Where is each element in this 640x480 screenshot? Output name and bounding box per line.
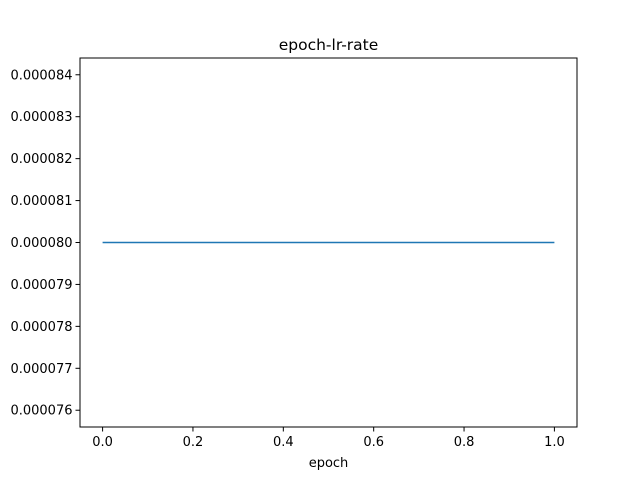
y-tick-label: 0.000084 xyxy=(10,68,72,83)
x-tick-label: 0.0 xyxy=(92,435,113,450)
x-tick-label: 1.0 xyxy=(544,435,565,450)
y-tick-label: 0.000082 xyxy=(10,152,72,167)
x-tick-label: 0.2 xyxy=(183,435,204,450)
y-tick-label: 0.000076 xyxy=(10,404,72,419)
x-tick-label: 0.6 xyxy=(363,435,384,450)
x-tick-label: 0.8 xyxy=(454,435,475,450)
x-axis-title: epoch xyxy=(309,456,349,471)
y-tick-label: 0.000077 xyxy=(10,362,72,377)
x-tick-label: 0.4 xyxy=(273,435,294,450)
chart-title: epoch-lr-rate xyxy=(279,36,379,54)
x-axis: 0.0 0.2 0.4 0.6 0.8 1.0 xyxy=(92,427,565,450)
y-tick-label: 0.000079 xyxy=(10,278,72,293)
y-tick-label: 0.000081 xyxy=(10,194,72,209)
y-axis: 0.000076 0.000077 0.000078 0.000079 0.000080… xyxy=(10,68,80,419)
y-tick-label: 0.000080 xyxy=(10,236,72,251)
y-tick-label: 0.000078 xyxy=(10,320,72,335)
y-tick-label: 0.000083 xyxy=(10,110,72,125)
